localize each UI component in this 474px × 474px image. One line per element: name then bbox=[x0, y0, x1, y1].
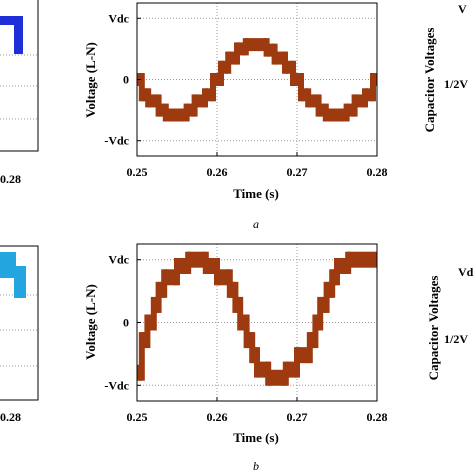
right-partial-bottom: Capacitor Voltages Vd 1/2V bbox=[426, 265, 474, 380]
chart-b-xticks: 0.25 0.26 0.27 0.28 bbox=[127, 397, 388, 424]
waveform-step bbox=[337, 257, 349, 274]
waveform-step bbox=[177, 257, 189, 274]
waveform-step bbox=[205, 88, 213, 102]
x-tick-label: 0.27 bbox=[287, 410, 308, 424]
waveform-transition bbox=[210, 73, 216, 102]
chart-b: -Vdc 0 Vdc 0.25 0.26 0.27 0.28 Time (s) Volta… bbox=[83, 243, 388, 445]
chart-a-xlabel: Time (s) bbox=[233, 186, 279, 201]
x-tick-label: 0.28 bbox=[367, 165, 388, 179]
waveform-step bbox=[274, 51, 285, 65]
chart-a-yticks: -Vdc 0 Vdc bbox=[104, 11, 141, 148]
waveform-step bbox=[165, 108, 187, 122]
waveform-step bbox=[158, 103, 166, 117]
waveform-step bbox=[266, 43, 275, 57]
left-top-xtick: 0.28 bbox=[0, 172, 21, 186]
waveform-transition bbox=[144, 314, 151, 349]
waveform-transition bbox=[138, 73, 145, 102]
panel-label-b: b bbox=[253, 459, 259, 473]
waveform-step bbox=[194, 94, 205, 108]
waveform-transition bbox=[312, 314, 319, 349]
left-bottom-trace bbox=[14, 266, 26, 298]
x-tick-label: 0.26 bbox=[207, 410, 228, 424]
waveform-transition bbox=[317, 296, 324, 331]
waveform-step bbox=[285, 60, 293, 74]
chart-b-waveform bbox=[137, 251, 377, 386]
waveform-transition bbox=[237, 296, 244, 331]
x-tick-label: 0.26 bbox=[207, 165, 228, 179]
waveform-step bbox=[141, 88, 149, 102]
x-tick-label: 0.25 bbox=[127, 165, 148, 179]
waveform-step bbox=[188, 251, 206, 268]
chart-a-grid bbox=[137, 3, 377, 156]
left-bottom-frame bbox=[0, 245, 39, 401]
waveform-transition bbox=[138, 332, 145, 381]
waveform-step bbox=[346, 103, 355, 117]
waveform-step bbox=[257, 361, 269, 378]
waveform-step bbox=[308, 94, 319, 108]
chart-b-xlabel: Time (s) bbox=[233, 430, 279, 445]
waveform-step bbox=[348, 251, 377, 268]
waveform-step bbox=[213, 73, 221, 86]
waveform-step bbox=[354, 94, 365, 108]
right-top-ytick: V bbox=[458, 2, 467, 16]
right-bottom-ylabel: Capacitor Voltages bbox=[426, 276, 441, 381]
left-partial-top: 0.28 bbox=[0, 0, 39, 186]
waveform-transition bbox=[298, 73, 304, 102]
waveform-step bbox=[217, 269, 230, 286]
y-tick-label: Vdc bbox=[108, 253, 129, 267]
chart-a: -Vdc 0 Vdc 0.25 0.26 0.27 0.28 Time (s) Volta… bbox=[83, 2, 388, 201]
y-tick-label: 0 bbox=[123, 316, 129, 330]
waveform-step bbox=[320, 296, 327, 313]
waveform-step bbox=[186, 103, 195, 117]
waveform-step bbox=[365, 88, 373, 102]
right-partial-top: Capacitor Voltages V 1/2V bbox=[422, 2, 468, 132]
waveform-step bbox=[293, 73, 301, 86]
panel-label-a: a bbox=[253, 217, 259, 231]
chart-a-ylabel: Voltage (L-N) bbox=[83, 42, 98, 118]
left-top-trace bbox=[0, 16, 22, 25]
chart-a-xticks: 0.25 0.26 0.27 0.28 bbox=[127, 152, 388, 179]
waveform-step bbox=[228, 51, 237, 65]
waveform-transition bbox=[150, 296, 157, 331]
x-tick-label: 0.25 bbox=[127, 410, 148, 424]
chart-b-ylabel: Voltage (L-N) bbox=[83, 284, 98, 360]
y-tick-label: 0 bbox=[123, 73, 129, 87]
right-top-ytick: 1/2V bbox=[444, 77, 468, 91]
left-bottom-trace bbox=[0, 252, 16, 278]
waveform-step bbox=[237, 42, 246, 56]
waveform-step bbox=[373, 73, 377, 86]
waveform-step bbox=[245, 38, 267, 52]
waveform-transition bbox=[370, 73, 376, 102]
waveform-step bbox=[325, 108, 347, 122]
right-bottom-ytick: 1/2V bbox=[444, 332, 468, 346]
chart-b-yticks: -Vdc 0 Vdc bbox=[104, 253, 141, 392]
waveform-step bbox=[147, 314, 154, 331]
waveform-step bbox=[164, 269, 177, 286]
y-tick-label: Vdc bbox=[108, 11, 129, 25]
y-tick-label: -Vdc bbox=[104, 378, 129, 392]
waveform-step bbox=[297, 347, 310, 364]
x-tick-label: 0.27 bbox=[287, 165, 308, 179]
waveform-step bbox=[285, 361, 297, 378]
right-bottom-ytick: Vd bbox=[458, 265, 474, 279]
x-tick-label: 0.28 bbox=[367, 410, 388, 424]
waveform-step bbox=[318, 103, 326, 117]
left-top-frame bbox=[0, 0, 39, 152]
left-top-trace bbox=[14, 16, 23, 54]
right-top-ylabel: Capacitor Voltages bbox=[422, 28, 437, 133]
y-tick-label: -Vdc bbox=[104, 134, 129, 148]
left-partial-bottom: 0.28 bbox=[0, 245, 39, 424]
waveform-step bbox=[205, 257, 217, 274]
waveform-step bbox=[148, 94, 159, 108]
waveform-step bbox=[240, 314, 247, 331]
left-bottom-xtick: 0.28 bbox=[0, 410, 21, 424]
waveform-step bbox=[268, 369, 286, 386]
waveform-step bbox=[221, 60, 229, 74]
waveform-step bbox=[301, 88, 309, 102]
waveform-transition bbox=[243, 314, 250, 349]
